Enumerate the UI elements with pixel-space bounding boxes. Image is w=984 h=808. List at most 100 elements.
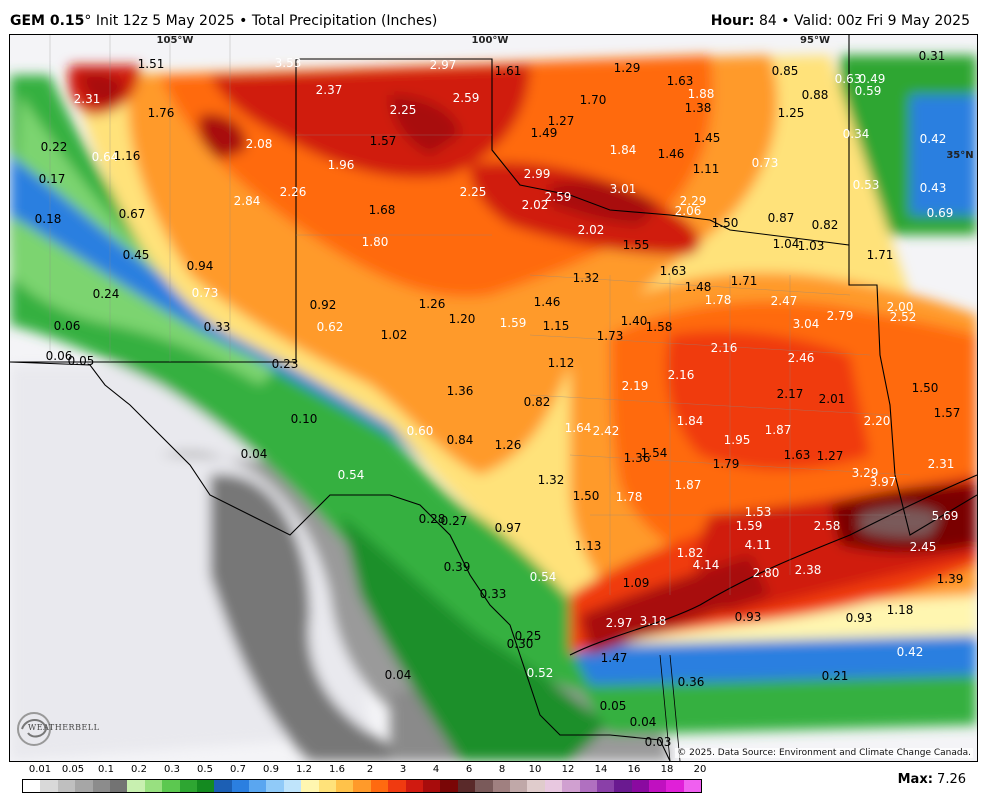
legend-tick-label: 6 <box>465 764 473 775</box>
precip-value-label: 0.43 <box>919 181 947 195</box>
precip-value-label: 3.53 <box>274 56 302 70</box>
precip-value-label: 1.96 <box>327 158 355 172</box>
precip-value-label: 0.82 <box>811 218 839 232</box>
precip-value-label: 0.87 <box>767 211 795 225</box>
precip-value-label: 3.04 <box>792 317 820 331</box>
precip-value-label: 3.29 <box>851 466 879 480</box>
precip-value-label: 0.97 <box>494 521 522 535</box>
precip-value-label: 0.94 <box>186 259 214 273</box>
precip-value-label: 0.05 <box>599 699 627 713</box>
precip-value-label: 0.59 <box>854 84 882 98</box>
precip-value-label: 0.92 <box>309 298 337 312</box>
precip-value-label: 2.25 <box>459 185 487 199</box>
precip-value-label: 1.64 <box>564 421 592 435</box>
precip-value-label: 2.59 <box>544 190 572 204</box>
precip-field <box>10 35 977 761</box>
legend-tick-label: 1.2 <box>296 764 312 775</box>
legend-swatch <box>214 780 232 792</box>
precip-value-label: 0.27 <box>440 514 468 528</box>
precip-value-label: 0.82 <box>523 395 551 409</box>
model-name: GEM 0.15 <box>10 13 85 29</box>
legend-swatch <box>683 780 702 792</box>
precip-value-label: 2.38 <box>794 563 822 577</box>
precip-value-label: 2.59 <box>452 91 480 105</box>
precip-value-label: 2.79 <box>826 309 854 323</box>
precip-value-label: 2.37 <box>315 83 343 97</box>
precip-value-label: 1.46 <box>657 147 685 161</box>
legend-tick-label: 20 <box>693 764 707 775</box>
legend-swatch <box>75 780 93 792</box>
precip-value-label: 4.11 <box>744 538 772 552</box>
legend-tick-label: 18 <box>660 764 674 775</box>
precip-value-label: 0.84 <box>446 433 474 447</box>
legend-swatch <box>23 780 41 792</box>
legend-swatch <box>57 780 76 792</box>
legend-swatch <box>179 780 197 792</box>
precip-value-label: 0.63 <box>834 72 862 86</box>
max-number: 7.26 <box>937 772 966 787</box>
precip-value-label: 2.80 <box>752 566 780 580</box>
precip-value-label: 0.06 <box>53 319 81 333</box>
precip-value-label: 2.19 <box>621 379 649 393</box>
precip-value-label: 1.32 <box>537 473 565 487</box>
precip-value-label: 0.49 <box>858 72 886 86</box>
valid-label-prefix: • Valid: <box>781 13 833 29</box>
precip-value-label: 1.95 <box>723 433 751 447</box>
precip-value-label: 2.58 <box>813 519 841 533</box>
precip-value-label: 1.20 <box>448 312 476 326</box>
precip-value-label: 2.31 <box>927 457 955 471</box>
precip-value-label: 1.57 <box>369 134 397 148</box>
precip-value-label: 2.16 <box>710 341 738 355</box>
precip-value-label: 0.33 <box>203 320 231 334</box>
precip-value-label: 1.38 <box>684 101 712 115</box>
legend-swatch <box>649 780 667 792</box>
legend-tick-label: 0.2 <box>131 764 147 775</box>
precip-value-label: 0.45 <box>122 248 150 262</box>
title-rest: ° Init 12z 5 May 2025 • Total Precipitat… <box>84 13 438 29</box>
legend-tick-label: 0.3 <box>164 764 180 775</box>
legend-swatch <box>40 780 58 792</box>
legend-swatch <box>614 780 632 792</box>
legend-swatch <box>127 780 145 792</box>
precip-value-label: 0.24 <box>92 287 120 301</box>
precip-value-label: 1.51 <box>137 57 165 71</box>
legend-ticks: 0.01 0.05 0.1 0.2 0.3 0.5 0.7 0.9 1.2 1.6 2 3 4 6 8 10 1… <box>22 764 707 778</box>
precip-value-label: 1.27 <box>816 449 844 463</box>
precip-value-label: 1.70 <box>579 93 607 107</box>
legend-swatch <box>92 780 110 792</box>
precip-value-label: 3.18 <box>639 614 667 628</box>
legend-swatch <box>162 780 180 792</box>
weatherbell-logo: WEATHERBELL <box>14 709 99 749</box>
precip-value-label: 1.25 <box>777 106 805 120</box>
legend-swatch <box>370 780 389 792</box>
precip-value-label: 2.99 <box>523 167 551 181</box>
legend-swatch <box>266 780 284 792</box>
longitude-label-100w: 100°W <box>471 35 509 46</box>
precip-value-label: 0.42 <box>896 645 924 659</box>
legend-swatch <box>596 780 615 792</box>
legend-swatch <box>440 780 458 792</box>
precip-value-label: 2.08 <box>245 137 273 151</box>
precip-value-label: 2.00 <box>886 300 914 314</box>
precip-value-label: 1.09 <box>622 576 650 590</box>
legend-swatch <box>631 780 650 792</box>
max-label: Max: <box>897 772 933 787</box>
precip-value-label: 0.28 <box>418 512 446 526</box>
precip-value-label: 0.04 <box>384 668 412 682</box>
precip-value-label: 0.67 <box>118 207 146 221</box>
legend-tick-label: 4 <box>432 764 440 775</box>
legend-swatch <box>457 780 476 792</box>
precip-value-label: 1.15 <box>542 319 570 333</box>
precip-value-label: 2.02 <box>577 223 605 237</box>
precip-value-label: 1.61 <box>494 64 522 78</box>
precip-value-label: 1.63 <box>783 448 811 462</box>
valid-time: Hour: 84 • Valid: 00z Fri 9 May 2025 <box>711 13 970 29</box>
precip-value-label: 0.88 <box>801 88 829 102</box>
legend-swatch <box>562 780 580 792</box>
legend-tick-label: 10 <box>528 764 542 775</box>
legend-tick-label: 2 <box>366 764 374 775</box>
legend-swatch <box>109 780 128 792</box>
precip-value-label: 1.29 <box>613 61 641 75</box>
precip-value-label: 1.84 <box>609 143 637 157</box>
precip-value-label: 2.45 <box>909 540 937 554</box>
